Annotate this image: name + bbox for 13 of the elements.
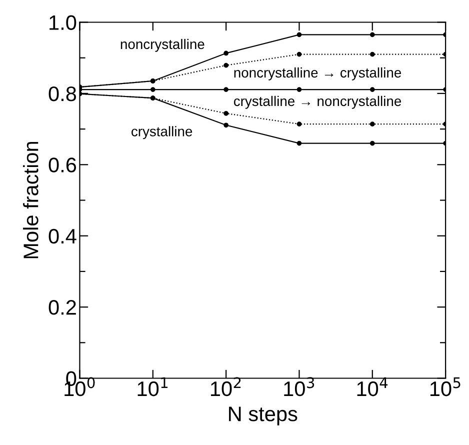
y-tick-label: 0.6 <box>48 158 76 172</box>
y-tick-label: 1.0 <box>50 15 76 30</box>
x-tick-label: 10$^{4}$ <box>357 377 388 396</box>
y-tick-label: 0.8 <box>48 86 76 102</box>
series-label: crystalline → noncrystalline <box>234 96 402 109</box>
x-axis-title: N steps <box>229 406 298 426</box>
series-label: crystalline <box>132 126 192 140</box>
y-tick-label: 0.4 <box>48 228 76 244</box>
legend-label: noncrystalline <box>120 38 204 52</box>
y-tick-label: 0.2 <box>48 300 76 315</box>
x-tick-label: 10$^{5}$ <box>430 377 460 396</box>
y-axis-title: Mole fraction <box>23 142 38 258</box>
series-label: noncrystalline → crystalline <box>234 67 402 80</box>
